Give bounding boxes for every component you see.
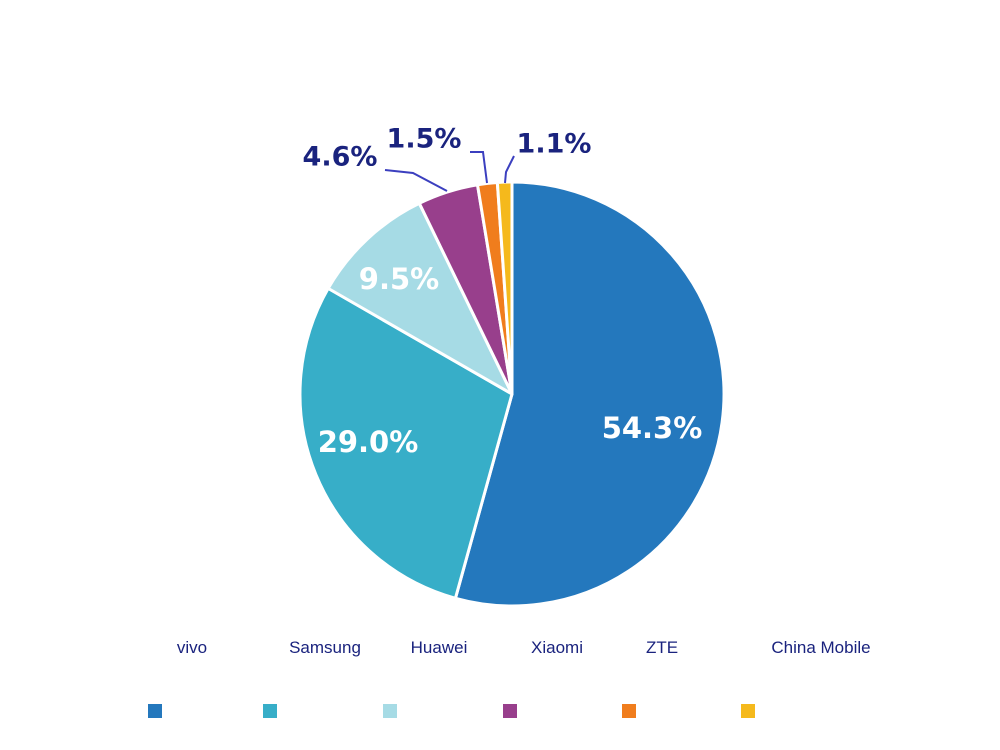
legend-swatch-zte (622, 704, 636, 718)
leader-lines (384, 151, 515, 192)
legend-swatch-huawei (383, 704, 397, 718)
legend-label-vivo: vivo (176, 638, 208, 657)
legend-label-china-mobile: China Mobile (771, 638, 871, 657)
pie-slice-vivo (453, 180, 726, 608)
legend-label-xiaomi: Xiaomi (531, 638, 583, 657)
leader-line-china-mobile (504, 155, 515, 184)
data-label-xiaomi: 4.6% (303, 142, 378, 173)
pie-slice-huawei (326, 201, 514, 396)
legend-label-zte: ZTE (645, 638, 679, 657)
leader-line-zte (470, 151, 488, 184)
data-label-huawei: 9.5% (359, 262, 439, 296)
data-label-china-mobile: 1.1% (517, 129, 592, 160)
legend-swatch-vivo (148, 704, 162, 718)
legend-swatch-china-mobile (741, 704, 755, 718)
legend-swatch-samsung (263, 704, 277, 718)
data-label-samsung: 29.0% (318, 425, 419, 459)
data-label-vivo: 54.3% (602, 411, 703, 445)
data-label-zte: 1.5% (387, 124, 462, 155)
slice-labels: 54.3% 29.0% 9.5% 4.6% 1.5% 1.1% (303, 124, 703, 460)
legend-label-huawei: Huawei (410, 638, 468, 657)
leader-line-xiaomi (384, 169, 448, 192)
pie-slices (298, 180, 726, 608)
pie-slice-samsung (298, 286, 514, 600)
legend-swatch-xiaomi (503, 704, 517, 718)
legend-label-samsung: Samsung (289, 638, 361, 657)
